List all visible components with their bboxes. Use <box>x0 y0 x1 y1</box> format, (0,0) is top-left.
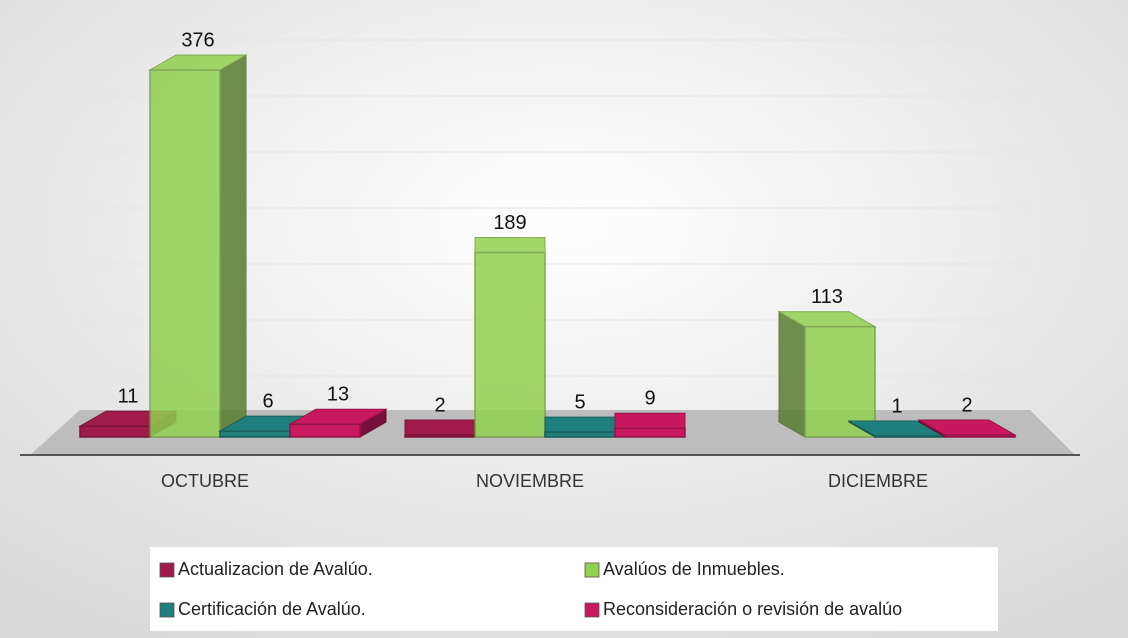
data-label: 6 <box>262 390 273 412</box>
x-tick-label: DICIEMBRE <box>828 471 928 491</box>
data-label: 5 <box>574 391 585 413</box>
data-label: 9 <box>644 387 655 409</box>
bar-front <box>219 430 291 438</box>
bar <box>917 419 1017 438</box>
bar <box>474 237 546 438</box>
data-label: 2 <box>434 394 445 416</box>
data-label: 113 <box>811 286 843 308</box>
bar <box>404 419 476 438</box>
data-label: 11 <box>118 386 139 408</box>
bar-front <box>289 423 361 438</box>
bar-top <box>404 419 476 436</box>
legend-swatch <box>584 562 600 578</box>
bar <box>777 310 877 438</box>
bar <box>614 412 686 438</box>
data-label: 13 <box>327 384 349 406</box>
bar-front <box>544 431 616 438</box>
x-tick-label: OCTUBRE <box>161 471 249 491</box>
legend-swatch <box>584 602 600 618</box>
bar-front <box>944 434 1016 438</box>
legend-swatch <box>159 562 175 578</box>
legend-label: Actualizacion de Avalúo. <box>178 559 373 579</box>
data-label: 1 <box>891 395 902 417</box>
x-tick-label: NOVIEMBRE <box>476 471 584 491</box>
bar-top <box>544 416 616 433</box>
bar-front <box>404 434 476 438</box>
bar <box>544 416 616 438</box>
bar-front <box>149 69 221 438</box>
data-label: 189 <box>493 212 526 234</box>
bar-front <box>474 251 546 438</box>
bar-front <box>874 435 946 438</box>
bar-front <box>614 427 686 438</box>
legend-label: Reconsideración o revisión de avalúo <box>603 599 902 619</box>
data-label: 376 <box>181 29 214 51</box>
legend-label: Certificación de Avalúo. <box>178 599 366 619</box>
bar-side <box>778 310 806 438</box>
legend <box>150 547 998 631</box>
bar-top <box>474 237 546 254</box>
bar <box>288 408 388 438</box>
legend-swatch <box>159 602 175 618</box>
data-label: 2 <box>961 394 972 416</box>
bar-side <box>219 54 247 438</box>
bar-front <box>79 425 151 438</box>
bar <box>148 54 248 438</box>
legend-label: Avalúos de Inmuebles. <box>603 559 785 579</box>
bar-front <box>804 325 876 438</box>
bar-top <box>614 412 686 429</box>
